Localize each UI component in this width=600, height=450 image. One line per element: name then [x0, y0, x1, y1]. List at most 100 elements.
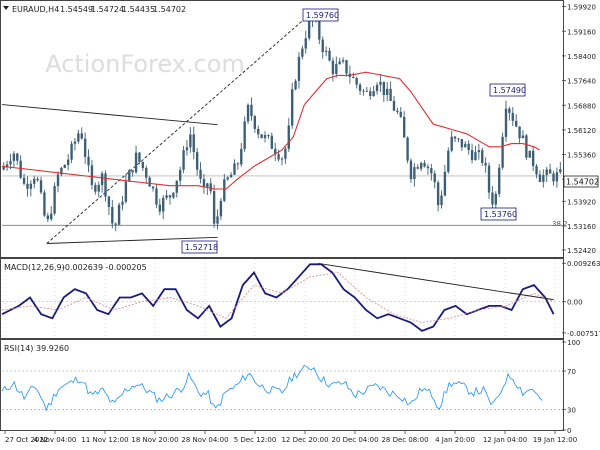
moving-average-line [1, 71, 540, 190]
candle-body [528, 150, 531, 158]
candle-body [365, 90, 369, 92]
candle-body [141, 161, 145, 168]
candle-body [423, 162, 426, 167]
price-series-layer [1, 11, 562, 244]
price-y-tick-label: 1.58400 [567, 53, 596, 61]
candle-body [189, 134, 192, 148]
candle-body [324, 50, 328, 52]
candle-body [87, 156, 90, 166]
macd-header: MACD(12,26,9) -0.002639 -0.000205 [4, 263, 147, 272]
candle-body [202, 178, 206, 188]
candle-body [409, 160, 413, 179]
candle-body [199, 169, 202, 179]
last-price-label: 1.54702 [566, 178, 599, 187]
candle-body [263, 135, 267, 139]
candle-body [66, 159, 70, 165]
candle-body [128, 170, 131, 182]
rsi-header: RSI(14) 39.9260 [4, 344, 69, 353]
candle-body [209, 183, 212, 192]
candle-body [104, 173, 107, 197]
candle-body [318, 19, 321, 40]
candle-body [73, 141, 77, 144]
annotation-high-2: 1.57490 [489, 83, 526, 97]
annotation-low-1: 1.52718 [181, 240, 218, 254]
x-tick-label: 11 Nov 12:00 [81, 436, 128, 444]
x-tick-label: 18 Nov 20:00 [131, 436, 178, 444]
candle-body [26, 183, 29, 189]
candle-body [491, 192, 494, 205]
candle-body [226, 177, 229, 180]
candle-body [145, 167, 148, 178]
candle-body [331, 60, 335, 74]
macd-signal-line [1, 272, 554, 323]
candle-body [229, 174, 233, 178]
candle-body [392, 100, 396, 111]
candle-body [39, 180, 43, 193]
candle-body [19, 160, 22, 178]
annotation-text: 1.59760 [306, 11, 339, 20]
candle-body [511, 112, 514, 121]
macd-y-tick-label: -0.007517 [567, 330, 600, 338]
dashed-trendline [46, 11, 314, 244]
symbol-label: EURAUD,H4 [12, 5, 59, 14]
annotation-box [181, 240, 218, 254]
candle-body [138, 152, 141, 162]
watermark: ActionForex.com [45, 50, 245, 78]
candle-body [494, 193, 498, 205]
candle-body [460, 139, 464, 148]
price-y-tick-label: 1.52420 [567, 247, 596, 255]
annotation-text: 1.52718 [185, 243, 218, 252]
candle-body [22, 177, 26, 184]
price-y-tick-label: 1.53160 [567, 223, 596, 231]
x-tick-label: 12 Jan 04:00 [483, 436, 527, 444]
candle-body [436, 182, 440, 206]
candle-body [46, 215, 50, 220]
candle-body [402, 116, 406, 138]
last-price-box [563, 175, 599, 188]
candle-body [172, 192, 175, 198]
candle-body [56, 174, 60, 187]
candle-body [257, 128, 260, 135]
x-tick-label: 20 Dec 04:00 [331, 436, 378, 444]
candle-body [131, 170, 134, 173]
candle-body [195, 152, 199, 170]
candle-body [443, 171, 447, 196]
rsi-panel [0, 339, 564, 431]
candle-body [321, 39, 324, 52]
candle-body [416, 167, 419, 169]
candle-body [457, 138, 460, 140]
rsi-value: 39.9260 [36, 344, 69, 353]
candle-body [216, 216, 219, 224]
candle-body [117, 204, 121, 225]
candle-body [559, 169, 562, 173]
macd-line [1, 263, 555, 332]
candle-body [430, 168, 433, 174]
candle-body [60, 167, 63, 175]
price-header: EURAUD,H4 1.54549 1.54724 1.54435 1.5470… [3, 5, 186, 14]
candle-body [168, 195, 172, 198]
x-tick-label: 28 Nov 04:00 [181, 436, 228, 444]
candle-body [270, 135, 274, 149]
candle-body [70, 143, 73, 160]
x-tick-label: 4 Jan 20:00 [435, 436, 475, 444]
candle-body [124, 181, 128, 202]
candle-body [274, 148, 277, 155]
macd-series-layer [1, 263, 562, 332]
candle-body [358, 84, 362, 91]
candle-body [307, 21, 311, 39]
candle-body [477, 150, 481, 153]
candle-body [372, 91, 375, 97]
candle-body [521, 135, 525, 139]
macd-panel [0, 258, 564, 339]
x-tick-label: 19 Jan 12:00 [533, 436, 577, 444]
high-value: 1.54724 [91, 5, 124, 14]
candle-body [100, 173, 104, 185]
candle-body [219, 200, 223, 217]
candle-body [212, 191, 216, 224]
candle-body [33, 178, 36, 184]
candle-body [9, 160, 12, 165]
candle-body [542, 175, 545, 182]
candle-body [290, 89, 294, 126]
candle-body [280, 158, 284, 160]
candle-body [389, 88, 392, 101]
